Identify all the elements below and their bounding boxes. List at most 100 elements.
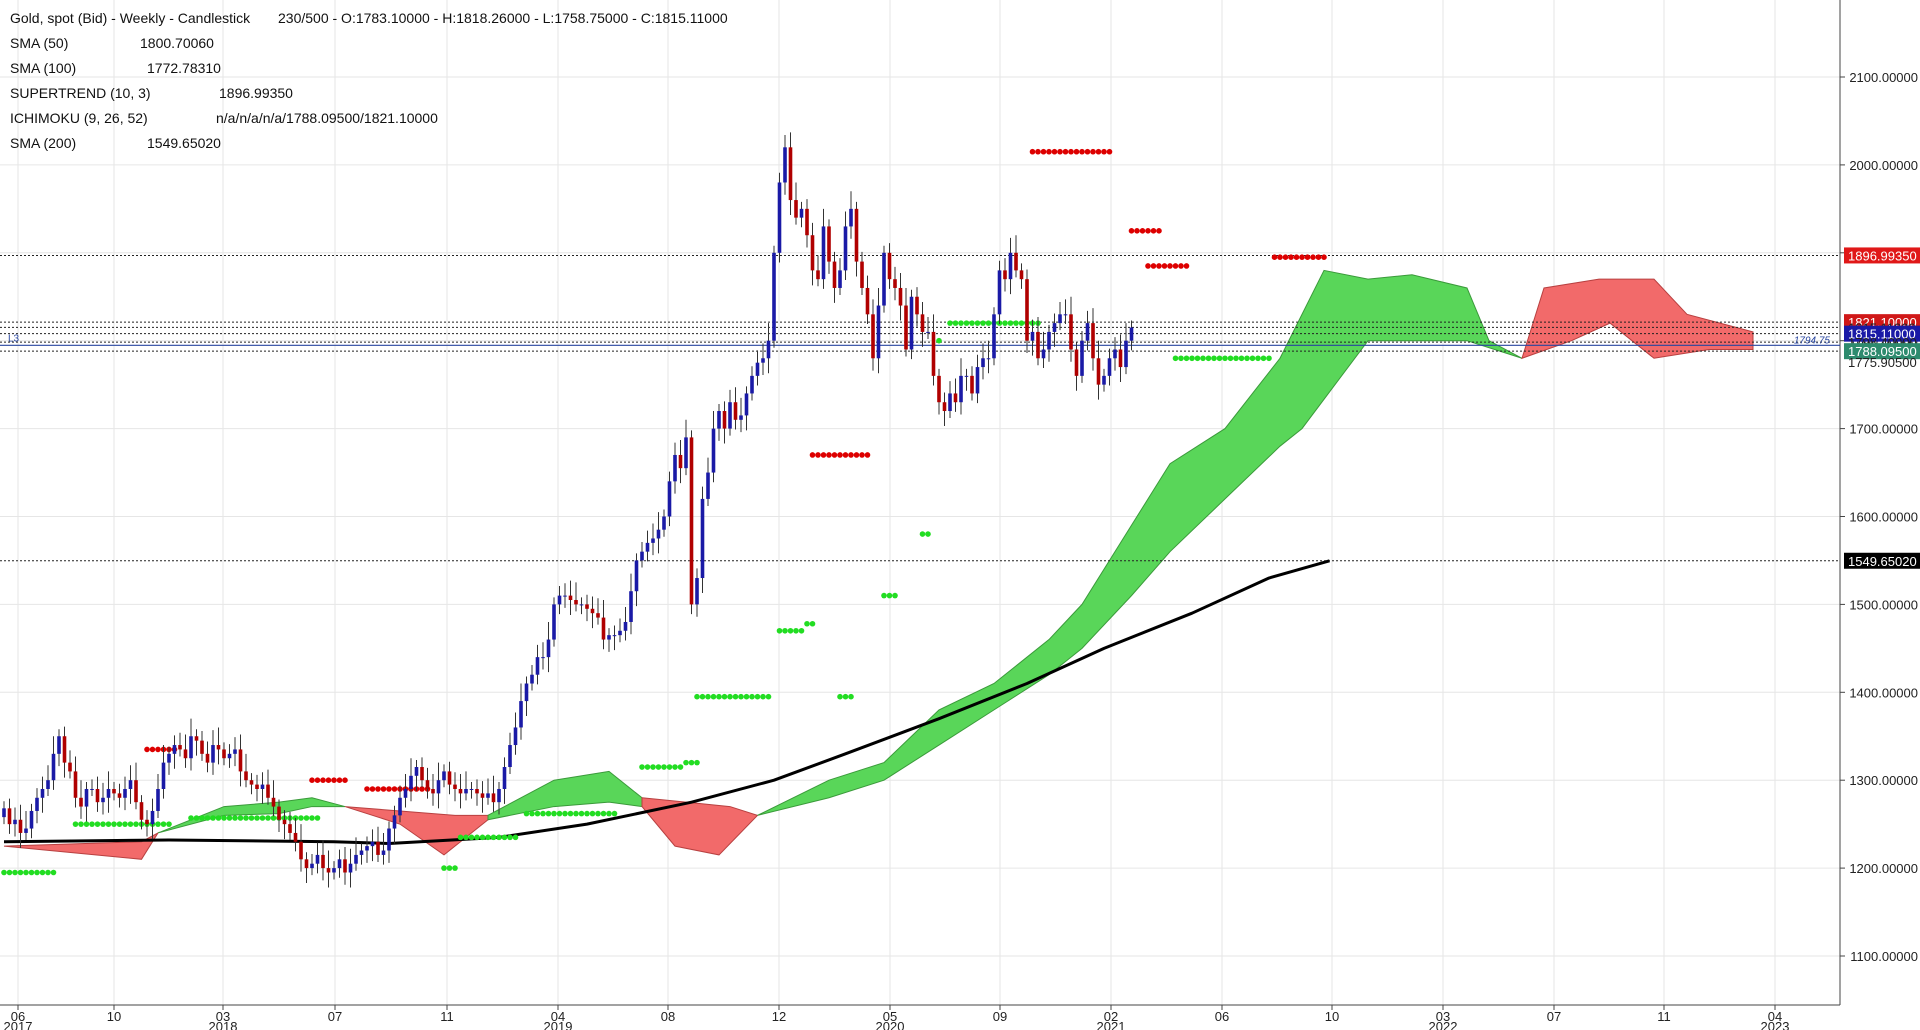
candle bbox=[997, 260, 1002, 324]
candle bbox=[788, 132, 793, 216]
supertrend-up-dot bbox=[1178, 355, 1184, 362]
candle bbox=[744, 386, 749, 431]
candle-body-up bbox=[359, 850, 364, 855]
candle-body-up bbox=[1113, 349, 1117, 359]
supertrend-up-dot bbox=[732, 693, 739, 700]
supertrend-down-dot bbox=[1178, 263, 1184, 269]
candle-body-down bbox=[222, 749, 226, 759]
candle-body-down bbox=[1069, 314, 1073, 350]
candle bbox=[755, 350, 760, 386]
candle-body-up bbox=[260, 784, 265, 789]
candle-body-down bbox=[854, 208, 859, 262]
supertrend-up-dot bbox=[243, 815, 249, 821]
candle-body-down bbox=[596, 613, 600, 618]
supertrend-up-dot bbox=[1233, 355, 1239, 362]
supertrend-up-dot bbox=[468, 834, 475, 841]
candle-body-down bbox=[117, 793, 122, 798]
y-tick-label: 1300.00000 bbox=[1849, 773, 1918, 788]
price-tag-bg bbox=[1844, 343, 1920, 360]
candle bbox=[392, 805, 397, 844]
candle bbox=[530, 665, 534, 691]
candle bbox=[1052, 313, 1057, 347]
candle bbox=[315, 842, 320, 874]
candle-body-down bbox=[970, 375, 974, 394]
supertrend-down-dot bbox=[1101, 148, 1107, 155]
x-tick-label: 08 bbox=[661, 1009, 675, 1024]
candle bbox=[574, 582, 578, 612]
supertrend-down-dot bbox=[1128, 228, 1135, 234]
candle-body-up bbox=[1085, 323, 1090, 341]
candle-body-up bbox=[662, 516, 666, 530]
candle bbox=[838, 258, 842, 295]
candle bbox=[150, 798, 155, 840]
candle-body-down bbox=[447, 771, 452, 785]
candle bbox=[464, 771, 468, 801]
supertrend-down-dot bbox=[144, 746, 150, 753]
y-tick-label: 1200.00000 bbox=[1849, 861, 1918, 876]
candle bbox=[640, 541, 644, 568]
candle bbox=[310, 854, 314, 876]
indicator-value: 1896.99350 bbox=[219, 85, 293, 101]
candle-body-up bbox=[1129, 327, 1134, 341]
candle-body-down bbox=[887, 252, 892, 280]
candle-body-up bbox=[557, 595, 562, 605]
candle-body-up bbox=[469, 788, 474, 790]
candle bbox=[535, 644, 540, 685]
supertrend-up-dot bbox=[743, 693, 750, 700]
candle bbox=[1113, 337, 1117, 371]
candle bbox=[51, 736, 56, 790]
candle bbox=[667, 471, 672, 527]
x-year-label: 2020 bbox=[876, 1019, 905, 1030]
candle bbox=[354, 837, 358, 871]
candle-body-up bbox=[46, 780, 50, 789]
supertrend-down-dot bbox=[1040, 148, 1047, 155]
candle-body-up bbox=[370, 841, 375, 847]
y-tick-label: 1100.00000 bbox=[1850, 949, 1918, 964]
candle bbox=[1008, 237, 1013, 295]
candle-body-up bbox=[530, 674, 534, 684]
candle bbox=[711, 411, 716, 483]
candle bbox=[563, 583, 567, 608]
candle bbox=[728, 389, 732, 436]
supertrend-up-dot bbox=[1189, 355, 1195, 362]
candle-body-down bbox=[134, 780, 138, 803]
supertrend-up-dot bbox=[892, 592, 898, 599]
x-tick-label: 09 bbox=[993, 1009, 1007, 1024]
candle bbox=[282, 810, 287, 840]
supertrend-up-dot bbox=[155, 821, 161, 827]
candle-body-up bbox=[2, 808, 6, 818]
supertrend-up-dot bbox=[512, 834, 519, 841]
ohlc-readout: 230/500 - O:1783.10000 - H:1818.26000 - … bbox=[278, 10, 728, 26]
supertrend-up-dot bbox=[694, 759, 700, 766]
candle bbox=[662, 509, 666, 537]
supertrend-down-dot bbox=[837, 452, 843, 458]
candle bbox=[871, 299, 875, 371]
candle-body-down bbox=[183, 749, 188, 759]
supertrend-up-dot bbox=[1194, 355, 1201, 362]
supertrend-up-dot bbox=[677, 764, 684, 770]
supertrend-down-dot bbox=[1288, 254, 1294, 260]
candle bbox=[651, 523, 655, 556]
candle bbox=[431, 774, 435, 806]
candle-body-down bbox=[794, 200, 798, 218]
candle bbox=[689, 430, 694, 615]
candle bbox=[799, 201, 804, 228]
candle-body-down bbox=[1019, 270, 1024, 280]
x-tick-label: 04 bbox=[1768, 1009, 1782, 1024]
candle-body-down bbox=[860, 261, 864, 288]
candle-body-up bbox=[442, 771, 446, 781]
supertrend-up-dot bbox=[72, 821, 79, 827]
supertrend-down-dot bbox=[342, 777, 348, 783]
candle-body-down bbox=[282, 819, 287, 825]
supertrend-up-dot bbox=[1172, 355, 1179, 362]
price-tag-label: 1549.65020 bbox=[1848, 554, 1917, 569]
candle-body-up bbox=[772, 252, 776, 341]
candle-body-up bbox=[717, 411, 721, 429]
candle bbox=[623, 607, 628, 641]
supertrend-up-dot bbox=[776, 627, 783, 634]
price-tag-bg bbox=[1844, 325, 1920, 342]
candle-body-up bbox=[128, 780, 133, 789]
supertrend-up-dot bbox=[314, 815, 321, 821]
